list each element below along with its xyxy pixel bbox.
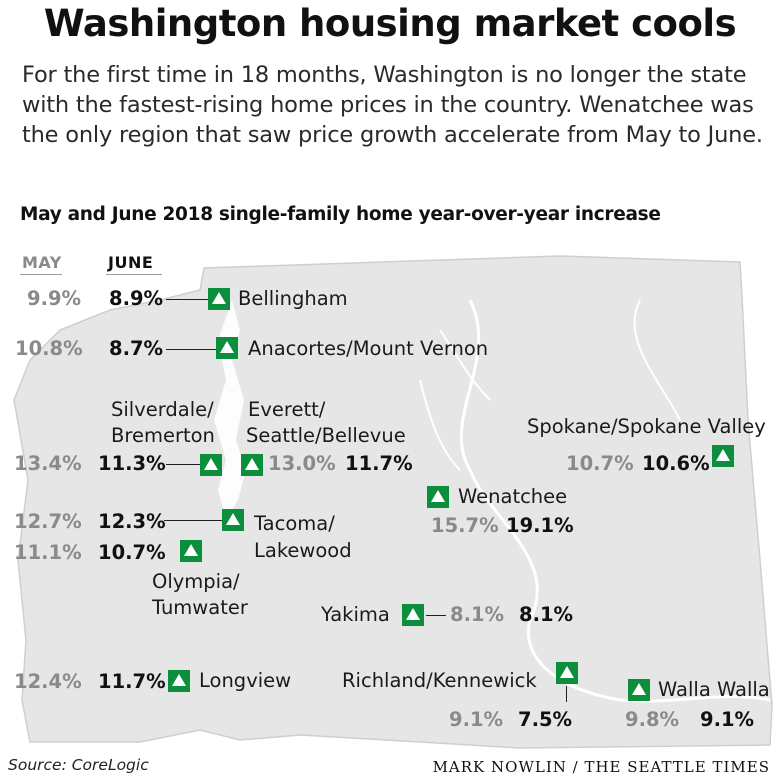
tacoma-leader-line [164,520,222,521]
richland-label: Richland/Kennewick [342,669,537,692]
washington-outline [13,255,773,749]
snake-river [633,299,681,421]
byline-credit: MARK NOWLIN / THE SEATTLE TIMES [432,758,770,776]
walla-walla-up-arrow-icon [628,679,650,701]
tacoma-label-line1: Tacoma/ [254,512,335,535]
wenatchee-may-value: 15.7% [431,514,499,537]
richland-june-value: 7.5% [518,708,573,731]
bellingham-leader-line [166,299,208,300]
spokane-label: Spokane/Spokane Valley [527,415,766,438]
silverdale-label-line1: Silverdale/ [111,398,214,421]
olympia-june-value: 10.7% [98,541,166,564]
richland-up-arrow-icon [556,662,578,684]
may-underline [20,274,62,275]
silverdale-label-line2: Bremerton [111,424,215,447]
olympia-label-line1: Olympia/ [152,570,240,593]
headline: Washington housing market cools [43,2,737,45]
seattle-up-arrow-icon [241,454,263,476]
seattle-label-line2: Seattle/Bellevue [246,424,406,447]
anacortes-june-value: 8.7% [109,337,164,360]
anacortes-leader-line [166,349,216,350]
yakima-may-value: 8.1% [450,603,505,626]
bellingham-up-arrow-icon [208,288,230,310]
tacoma-label-line2: Lakewood [254,539,352,562]
yakima-leader-line [426,615,446,616]
walla-walla-label: Walla Walla [658,678,770,701]
wenatchee-label: Wenatchee [458,485,568,508]
yakima-label: Yakima [321,603,390,626]
richland-leader-line [566,686,567,702]
lake-chelan [439,329,491,401]
anacortes-label: Anacortes/Mount Vernon [248,337,489,360]
seattle-june-value: 11.7% [345,452,413,475]
chart-subhead: May and June 2018 single-family home yea… [20,204,661,225]
bellingham-june-value: 8.9% [109,287,164,310]
richland-may-value: 9.1% [449,708,504,731]
bellingham-label: Bellingham [238,287,348,310]
june-underline [106,274,162,275]
yakima-up-arrow-icon [402,604,424,626]
yakima-river [419,379,461,471]
tacoma-june-value: 12.3% [98,510,166,533]
silverdale-june-value: 11.3% [98,452,166,475]
walla-walla-june-value: 9.1% [700,708,755,731]
source-note: Source: CoreLogic [8,756,149,774]
walla-walla-may-value: 9.8% [625,708,680,731]
spokane-june-value: 10.6% [642,452,710,475]
spokane-up-arrow-icon [712,445,734,467]
longview-up-arrow-icon [168,670,190,692]
tacoma-may-value: 12.7% [14,510,82,533]
anacortes-up-arrow-icon [216,337,238,359]
anacortes-may-value: 10.8% [15,337,83,360]
longview-may-value: 12.4% [14,670,82,693]
silverdale-may-value: 13.4% [14,452,82,475]
bellingham-may-value: 9.9% [27,287,82,310]
longview-june-value: 11.7% [98,670,166,693]
olympia-label-line2: Tumwater [152,596,248,619]
wenatchee-up-arrow-icon [427,486,449,508]
columbia-river [459,299,771,703]
column-header-june: JUNE [108,253,154,272]
olympia-may-value: 11.1% [14,541,82,564]
olympia-up-arrow-icon [180,540,202,562]
seattle-label-line1: Everett/ [248,398,326,421]
longview-label: Longview [199,669,292,692]
seattle-may-value: 13.0% [268,452,336,475]
column-header-may: MAY [22,253,62,272]
intro-paragraph: For the first time in 18 months, Washing… [22,62,763,148]
spokane-may-value: 10.7% [566,452,634,475]
silverdale-leader-line [166,464,200,465]
yakima-june-value: 8.1% [519,603,574,626]
tacoma-up-arrow-icon [222,509,244,531]
silverdale-up-arrow-icon [200,454,222,476]
wenatchee-june-value: 19.1% [506,514,574,537]
